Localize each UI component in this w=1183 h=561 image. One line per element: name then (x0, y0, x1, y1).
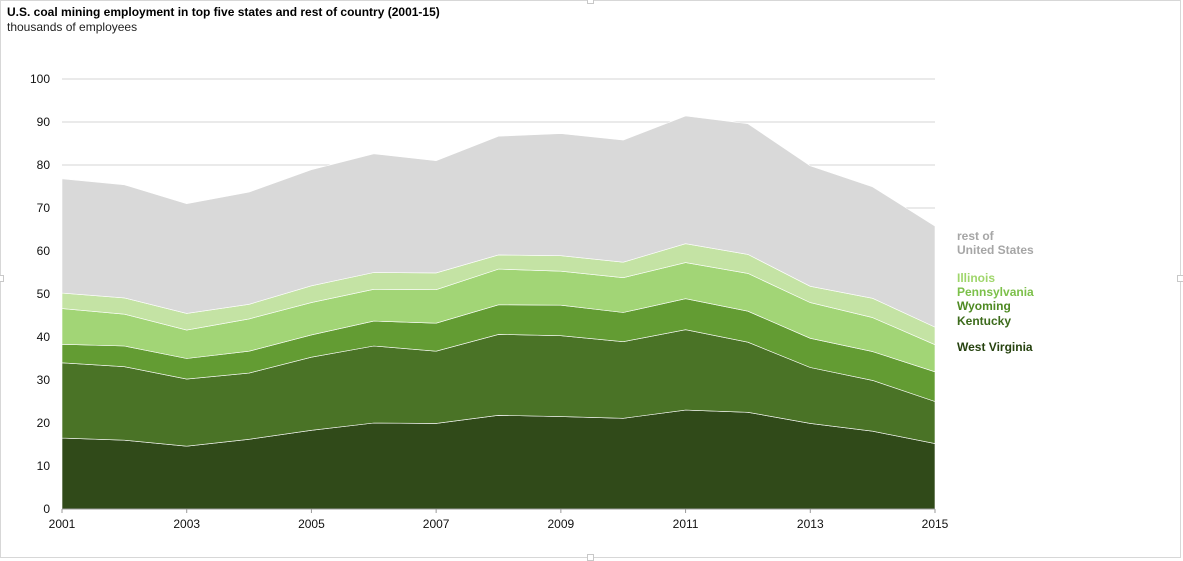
y-tick-label: 20 (37, 416, 51, 430)
y-tick-label: 0 (43, 502, 50, 516)
legend-wyoming: Wyoming (957, 299, 1011, 313)
y-tick-label: 40 (37, 330, 51, 344)
y-axis-ticks: 0 10 20 30 40 50 60 70 80 90 100 (30, 72, 50, 516)
y-tick-label: 100 (30, 72, 50, 86)
y-tick-label: 30 (37, 373, 51, 387)
resize-handle-top[interactable] (587, 0, 594, 4)
legend-rest-line2: United States (957, 243, 1034, 257)
x-axis-ticks: 2001 2003 2005 2007 2009 2011 2013 2015 (49, 508, 949, 531)
y-tick-label: 10 (37, 459, 51, 473)
y-tick-label: 70 (37, 201, 51, 215)
y-tick-label: 50 (37, 287, 51, 301)
chart-subtitle: thousands of employees (7, 20, 138, 34)
area-series (61, 115, 936, 510)
x-tick-label: 2003 (173, 517, 200, 531)
x-tick-label: 2001 (49, 517, 76, 531)
x-tick-label: 2007 (423, 517, 450, 531)
y-tick-label: 90 (37, 115, 51, 129)
legend-kentucky: Kentucky (957, 314, 1011, 328)
chart-title: U.S. coal mining employment in top five … (7, 5, 440, 19)
x-tick-label: 2013 (797, 517, 824, 531)
resize-handle-right[interactable] (1177, 275, 1183, 282)
y-tick-label: 60 (37, 244, 51, 258)
x-tick-label: 2005 (298, 517, 325, 531)
legend-pennsylvania: Pennsylvania (957, 285, 1034, 299)
area-rest-of-united-states (61, 115, 936, 328)
resize-handle-left[interactable] (0, 275, 4, 282)
legend-west-virginia: West Virginia (957, 340, 1033, 354)
x-tick-label: 2011 (673, 517, 699, 531)
legend: rest of United States Illinois Pennsylva… (957, 229, 1034, 354)
x-tick-label: 2015 (922, 517, 949, 531)
y-tick-label: 80 (37, 158, 51, 172)
x-tick-label: 2009 (548, 517, 575, 531)
legend-rest-line1: rest of (957, 229, 995, 243)
legend-illinois: Illinois (957, 271, 995, 285)
